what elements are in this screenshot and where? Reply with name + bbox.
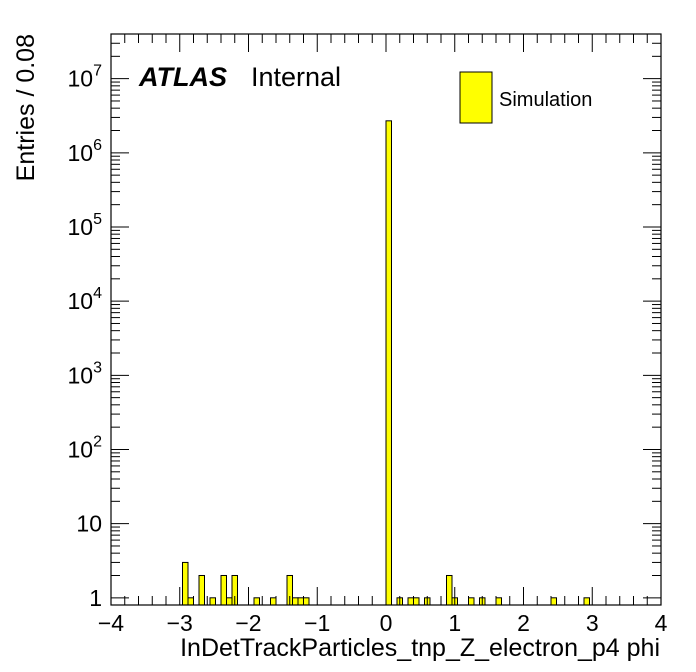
histogram-bar bbox=[270, 597, 277, 606]
histogram-bar bbox=[550, 597, 557, 606]
y-tick-label: 104 bbox=[68, 285, 103, 314]
x-tick-label: −2 bbox=[235, 610, 261, 636]
histogram-bar bbox=[226, 597, 233, 606]
histogram-bar bbox=[292, 597, 299, 606]
y-tick-label: 107 bbox=[68, 63, 103, 92]
histogram-bar bbox=[413, 597, 420, 606]
legend-swatch bbox=[459, 71, 493, 124]
histogram-bar bbox=[220, 574, 227, 606]
histogram-bar bbox=[182, 561, 189, 606]
y-axis-tick-labels: 1 10 102 103 104 105 106 107 bbox=[68, 63, 103, 611]
x-tick-label: 4 bbox=[655, 610, 668, 636]
histogram-bar bbox=[407, 597, 414, 606]
histogram-bar bbox=[253, 597, 260, 606]
x-tick-label: 2 bbox=[517, 610, 530, 636]
x-tick-label: −1 bbox=[304, 610, 330, 636]
histogram-bar bbox=[297, 597, 304, 606]
atlas-label: ATLAS bbox=[138, 62, 227, 92]
legend-label: Simulation bbox=[499, 89, 592, 111]
y-tick-label: 102 bbox=[68, 433, 103, 462]
x-tick-label: 0 bbox=[380, 610, 393, 636]
y-axis-title: Entries / 0.08 bbox=[12, 34, 40, 181]
histogram-bar bbox=[583, 597, 590, 606]
x-tick-label: 1 bbox=[448, 610, 461, 636]
x-axis-tick-labels: −4 −3 −2 −1 0 1 2 3 4 bbox=[98, 610, 668, 636]
histogram-bar bbox=[187, 597, 194, 606]
y-tick-label: 1 bbox=[89, 585, 102, 611]
histogram-bars bbox=[182, 120, 590, 606]
histogram-bar bbox=[303, 597, 310, 606]
histogram-bar bbox=[198, 574, 205, 606]
y-tick-label: 10 bbox=[76, 511, 102, 537]
x-tick-label: −4 bbox=[98, 610, 124, 636]
y-tick-label: 105 bbox=[68, 211, 103, 240]
histogram-bar bbox=[209, 597, 216, 606]
y-tick-label: 103 bbox=[68, 359, 103, 388]
y-tick-label: 106 bbox=[68, 137, 103, 166]
legend: Simulation bbox=[459, 71, 592, 124]
atlas-sublabel: Internal bbox=[251, 62, 341, 92]
histogram-bar bbox=[495, 597, 502, 606]
x-axis-title: InDetTrackParticles_tnp_Z_electron_p4 ph… bbox=[180, 634, 660, 662]
histogram-bar bbox=[446, 574, 453, 606]
x-tick-label: −3 bbox=[167, 610, 193, 636]
x-tick-label: 3 bbox=[586, 610, 599, 636]
plot-frame bbox=[110, 33, 662, 606]
histogram-bar bbox=[468, 597, 475, 606]
histogram-bar bbox=[385, 120, 392, 606]
